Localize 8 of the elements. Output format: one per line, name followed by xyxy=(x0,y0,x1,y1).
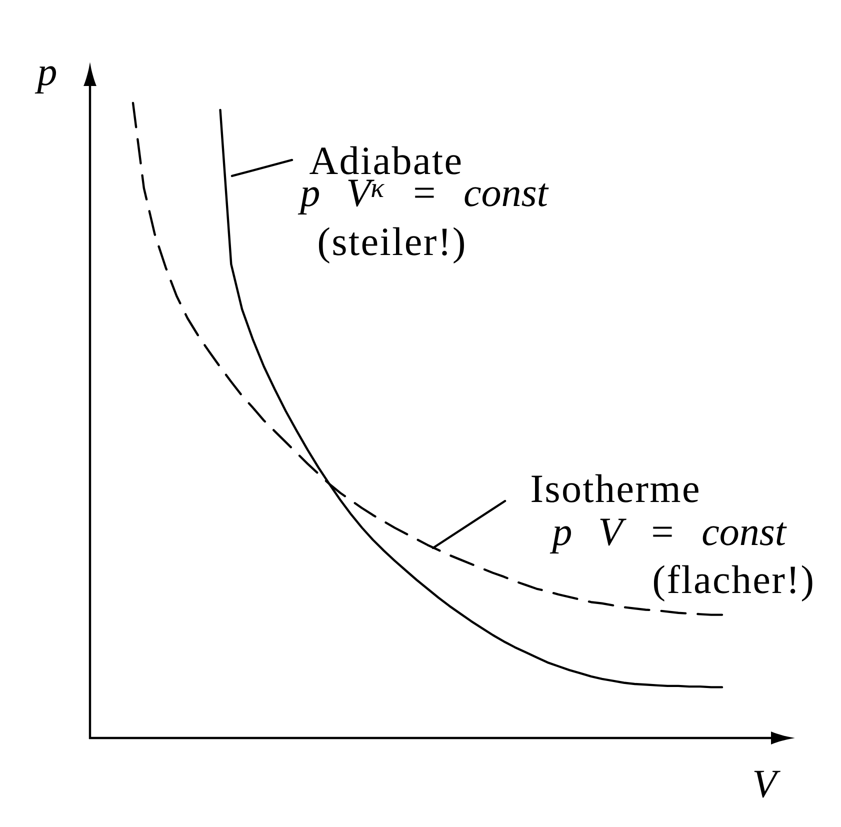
annotation: p V = const xyxy=(550,518,787,554)
x-axis-title: V xyxy=(754,770,780,798)
annotation: (steiler!) xyxy=(318,227,464,264)
annotation: p V$^{κ}$ = const xyxy=(298,180,549,215)
y-axis-title: p xyxy=(34,66,56,94)
annotation: (flacher!) xyxy=(654,564,812,602)
legend-label: Adiabate xyxy=(310,146,461,174)
series-label: Isotherme xyxy=(532,474,698,502)
